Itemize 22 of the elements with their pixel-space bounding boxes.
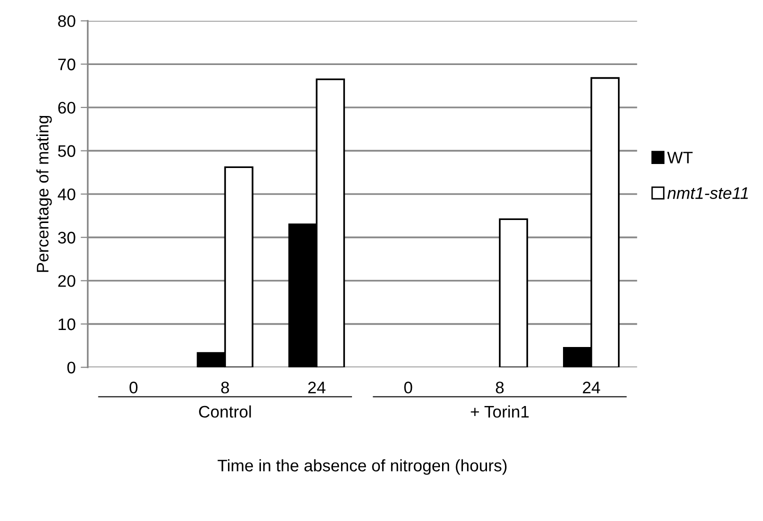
y-tick-label: 30 <box>58 232 76 244</box>
y-tick-label: 60 <box>58 102 76 114</box>
x-tick-label: 24 <box>308 382 326 394</box>
x-tick-label: 0 <box>130 382 138 394</box>
legend-label: WT <box>667 152 693 164</box>
x-tick-label: 8 <box>496 382 504 394</box>
y-tick-label: 80 <box>58 15 76 28</box>
y-tick-label: 0 <box>67 362 76 374</box>
text: Control <box>199 405 251 418</box>
text: + Torin1 <box>470 405 529 418</box>
legend-label: nmt1-ste11 <box>667 187 748 199</box>
y-axis-title: Percentage of mating <box>36 116 52 272</box>
y-tick-label: 40 <box>58 188 76 200</box>
x-axis-title: Time in the absence of nitrogen (hours) <box>218 459 507 475</box>
x-tick-label: 24 <box>582 382 600 394</box>
y-tick-label: 10 <box>58 318 76 330</box>
y-tick-label: 50 <box>58 145 76 157</box>
bar <box>498 218 528 368</box>
x-tick-label: 8 <box>221 382 229 394</box>
x-tick-label: 0 <box>404 382 412 394</box>
y-tick-label: 20 <box>58 275 76 287</box>
y-tick-label: 70 <box>58 58 76 70</box>
